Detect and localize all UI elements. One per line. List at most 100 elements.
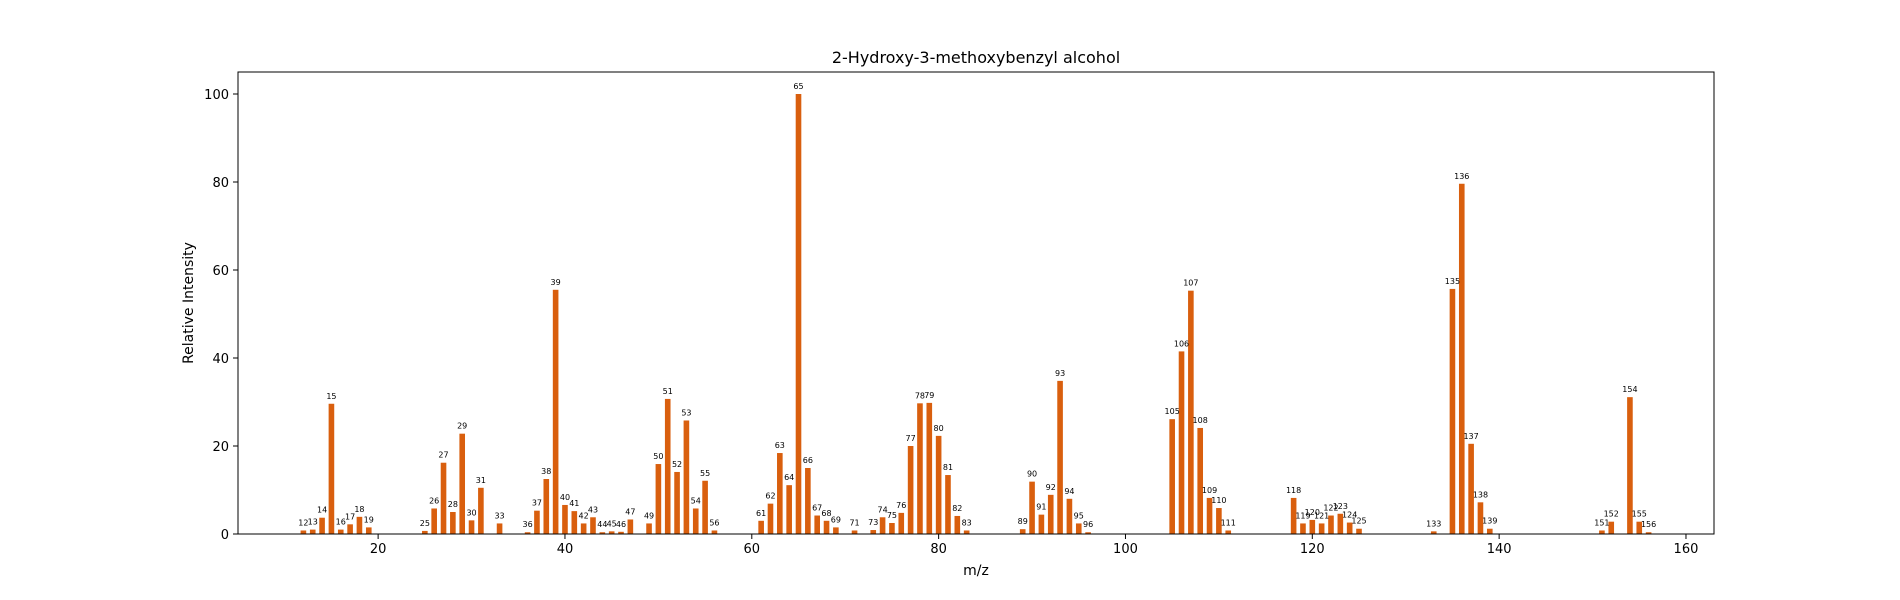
bar-mz-47: [627, 519, 634, 534]
bar-mz-122: [1328, 515, 1334, 534]
bar-label-mz-75: 75: [887, 511, 897, 520]
bar-mz-50: [655, 464, 662, 534]
bar-label-mz-118: 118: [1286, 486, 1301, 495]
bar-mz-139: [1486, 528, 1493, 534]
bar-mz-74: [879, 517, 886, 534]
bar-mz-66: [805, 468, 811, 534]
bar-label-mz-135: 135: [1445, 277, 1460, 286]
bar-label-mz-96: 96: [1083, 520, 1093, 529]
bar-label-mz-106: 106: [1174, 339, 1189, 348]
bar-mz-53: [683, 420, 690, 534]
bar-label-mz-137: 137: [1463, 432, 1478, 441]
bar-label-mz-120: 120: [1305, 508, 1320, 517]
bar-label-mz-39: 39: [551, 278, 561, 287]
bar-mz-19: [365, 527, 372, 534]
bar-mz-18: [356, 516, 363, 534]
bar-mz-13: [309, 529, 316, 534]
bar-mz-15: [328, 403, 335, 534]
bar-mz-69: [833, 527, 839, 534]
bar-mz-64: [786, 485, 792, 534]
bar-mz-56: [711, 530, 718, 534]
bar-mz-38: [543, 479, 550, 534]
x-tick-label: 60: [744, 542, 761, 557]
bar-label-mz-136: 136: [1454, 172, 1469, 181]
bar-mz-120: [1309, 519, 1316, 534]
bar-mz-41: [571, 511, 578, 534]
bar-label-mz-30: 30: [466, 508, 476, 517]
bar-mz-124: [1346, 522, 1353, 534]
bar-mz-17: [347, 524, 353, 534]
bar-mz-27: [440, 462, 447, 534]
bar-mz-54: [692, 508, 699, 534]
bar-mz-121: [1318, 523, 1325, 534]
bar-mz-82: [954, 515, 961, 534]
bar-label-mz-12: 12: [298, 518, 308, 527]
bar-mz-43: [590, 517, 596, 534]
bar-label-mz-40: 40: [560, 493, 570, 502]
bar-mz-106: [1178, 351, 1185, 534]
bar-mz-76: [898, 512, 905, 534]
x-tick-label: 80: [930, 542, 947, 557]
bar-mz-75: [889, 523, 895, 534]
y-tick-label: 20: [212, 440, 229, 455]
plot-frame: [237, 71, 1715, 535]
bar-mz-138: [1477, 502, 1484, 534]
bar-mz-105: [1169, 419, 1175, 534]
bar-mz-28: [450, 512, 456, 534]
bar-label-mz-89: 89: [1018, 517, 1028, 526]
bar-mz-107: [1188, 290, 1194, 534]
bar-mz-108: [1197, 427, 1204, 534]
bar-label-mz-83: 83: [962, 518, 972, 527]
bar-mz-119: [1300, 523, 1306, 534]
bar-label-mz-76: 76: [896, 501, 906, 510]
bar-label-mz-49: 49: [644, 511, 654, 520]
bar-label-mz-71: 71: [849, 518, 859, 527]
bar-label-mz-108: 108: [1193, 416, 1208, 425]
x-tick-label: 100: [1113, 542, 1138, 557]
bar-label-mz-13: 13: [308, 518, 318, 527]
bar-mz-52: [674, 471, 680, 534]
bar-label-mz-44: 44: [597, 520, 607, 529]
chart-title: 2-Hydroxy-3-methoxybenzyl alcohol: [832, 48, 1120, 67]
bar-label-mz-151: 151: [1594, 518, 1609, 527]
bar-mz-83: [963, 530, 970, 534]
bar-mz-40: [562, 504, 568, 534]
bar-mz-68: [823, 520, 830, 534]
bar-mz-55: [702, 480, 708, 534]
bar-mz-125: [1356, 528, 1362, 534]
bar-mz-25: [422, 530, 428, 534]
bar-mz-155: [1636, 521, 1643, 534]
bar-label-mz-122: 122: [1323, 504, 1338, 513]
bar-label-mz-37: 37: [532, 499, 542, 508]
x-tick-label: 20: [370, 542, 387, 557]
bar-label-mz-64: 64: [784, 473, 794, 482]
y-tick-label: 60: [212, 264, 229, 279]
bar-label-mz-25: 25: [420, 519, 430, 528]
x-tick-label: 160: [1674, 542, 1699, 557]
bar-label-mz-14: 14: [317, 506, 327, 515]
bars-group: [300, 94, 1652, 534]
bar-label-mz-66: 66: [803, 456, 813, 465]
bar-mz-151: [1599, 530, 1605, 534]
bar-mz-36: [524, 532, 531, 534]
bar-mz-49: [646, 523, 652, 534]
bar-label-mz-90: 90: [1027, 470, 1037, 479]
bar-label-mz-16: 16: [336, 518, 346, 527]
bar-mz-133: [1430, 531, 1437, 534]
bar-mz-45: [608, 531, 615, 534]
bar-label-mz-107: 107: [1183, 279, 1198, 288]
bar-mz-63: [777, 453, 783, 534]
y-tick-label: 80: [212, 176, 229, 191]
bar-label-mz-154: 154: [1622, 385, 1637, 394]
bar-label-mz-94: 94: [1064, 487, 1074, 496]
bar-mz-26: [431, 508, 437, 534]
bar-label-mz-69: 69: [831, 515, 841, 524]
bar-mz-109: [1206, 497, 1213, 534]
y-tick-label: 0: [221, 528, 229, 543]
bar-label-mz-61: 61: [756, 509, 766, 518]
y-tick-label: 100: [204, 88, 229, 103]
bar-label-mz-79: 79: [924, 391, 934, 400]
bar-label-mz-77: 77: [906, 434, 916, 443]
bar-label-mz-73: 73: [868, 518, 878, 527]
bar-mz-67: [814, 515, 820, 534]
